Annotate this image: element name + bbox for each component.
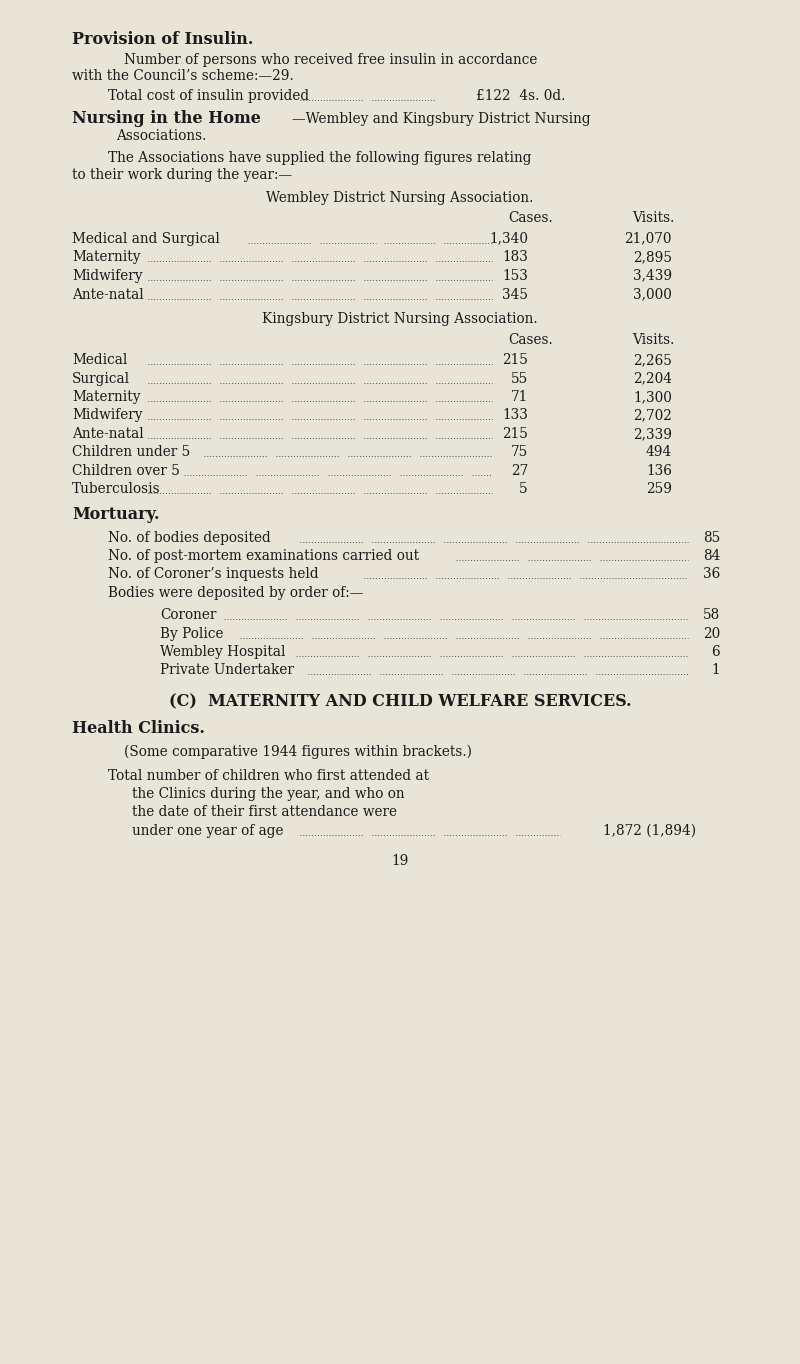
Text: 183: 183	[502, 250, 528, 265]
Text: 2,895: 2,895	[633, 250, 672, 265]
Text: Wembley Hospital: Wembley Hospital	[160, 645, 286, 659]
Text: Midwifery: Midwifery	[72, 269, 142, 282]
Text: 75: 75	[510, 445, 528, 460]
Text: 6: 6	[711, 645, 720, 659]
Text: The Associations have supplied the following figures relating: The Associations have supplied the follo…	[108, 151, 531, 165]
Text: Provision of Insulin.: Provision of Insulin.	[72, 30, 254, 48]
Text: Medical: Medical	[72, 353, 127, 367]
Text: 345: 345	[502, 288, 528, 301]
Text: 2,339: 2,339	[633, 427, 672, 441]
Text: 20: 20	[702, 626, 720, 641]
Text: Tuberculosis: Tuberculosis	[72, 481, 161, 496]
Text: the Clinics during the year, and who on: the Clinics during the year, and who on	[132, 787, 405, 801]
Text: Health Clinics.: Health Clinics.	[72, 720, 205, 737]
Text: 2,265: 2,265	[633, 353, 672, 367]
Text: Surgical: Surgical	[72, 371, 130, 386]
Text: 1: 1	[711, 663, 720, 678]
Text: Ante-natal: Ante-natal	[72, 288, 144, 301]
Text: 2,702: 2,702	[633, 408, 672, 423]
Text: 136: 136	[646, 464, 672, 477]
Text: 5: 5	[519, 481, 528, 496]
Text: Associations.: Associations.	[116, 130, 206, 143]
Text: Coroner: Coroner	[160, 608, 216, 622]
Text: Children under 5: Children under 5	[72, 445, 190, 460]
Text: By Police: By Police	[160, 626, 223, 641]
Text: Children over 5: Children over 5	[72, 464, 180, 477]
Text: 55: 55	[510, 371, 528, 386]
Text: Midwifery: Midwifery	[72, 408, 142, 423]
Text: —Wembley and Kingsbury District Nursing: —Wembley and Kingsbury District Nursing	[292, 112, 590, 127]
Text: (Some comparative 1944 figures within brackets.): (Some comparative 1944 figures within br…	[124, 745, 472, 758]
Text: Visits.: Visits.	[632, 333, 674, 346]
Text: Mortuary.: Mortuary.	[72, 506, 159, 522]
Text: 133: 133	[502, 408, 528, 423]
Text: Kingsbury District Nursing Association.: Kingsbury District Nursing Association.	[262, 312, 538, 326]
Text: 71: 71	[510, 390, 528, 404]
Text: 58: 58	[702, 608, 720, 622]
Text: Wembley District Nursing Association.: Wembley District Nursing Association.	[266, 191, 534, 205]
Text: 1,872 (1,894): 1,872 (1,894)	[603, 824, 696, 837]
Text: No. of bodies deposited: No. of bodies deposited	[108, 531, 270, 544]
Text: 27: 27	[510, 464, 528, 477]
Text: 153: 153	[502, 269, 528, 282]
Text: the date of their first attendance were: the date of their first attendance were	[132, 805, 397, 820]
Text: Maternity: Maternity	[72, 390, 141, 404]
Text: 2,204: 2,204	[633, 371, 672, 386]
Text: Medical and Surgical: Medical and Surgical	[72, 232, 220, 246]
Text: Nursing in the Home: Nursing in the Home	[72, 110, 261, 127]
Text: Cases.: Cases.	[508, 211, 553, 225]
Text: 84: 84	[702, 548, 720, 563]
Text: 494: 494	[646, 445, 672, 460]
Text: 21,070: 21,070	[625, 232, 672, 246]
Text: £122  4s. 0d.: £122 4s. 0d.	[476, 89, 566, 104]
Text: 3,000: 3,000	[633, 288, 672, 301]
Text: Maternity: Maternity	[72, 250, 141, 265]
Text: No. of Coroner’s inquests held: No. of Coroner’s inquests held	[108, 567, 318, 581]
Text: under one year of age: under one year of age	[132, 824, 283, 837]
Text: Total cost of insulin provided: Total cost of insulin provided	[108, 89, 309, 104]
Text: 3,439: 3,439	[633, 269, 672, 282]
Text: Private Undertaker: Private Undertaker	[160, 663, 294, 678]
Text: Ante-natal: Ante-natal	[72, 427, 144, 441]
Text: 36: 36	[702, 567, 720, 581]
Text: to their work during the year:—: to their work during the year:—	[72, 168, 292, 183]
Text: No. of post-mortem examinations carried out: No. of post-mortem examinations carried …	[108, 548, 419, 563]
Text: with the Council’s scheme:—29.: with the Council’s scheme:—29.	[72, 70, 294, 83]
Text: 1,340: 1,340	[489, 232, 528, 246]
Text: Bodies were deposited by order of:—: Bodies were deposited by order of:—	[108, 587, 363, 600]
Text: 1,300: 1,300	[633, 390, 672, 404]
Text: Total number of children who first attended at: Total number of children who first atten…	[108, 768, 429, 783]
Text: 215: 215	[502, 353, 528, 367]
Text: 19: 19	[391, 854, 409, 868]
Text: Cases.: Cases.	[508, 333, 553, 346]
Text: 215: 215	[502, 427, 528, 441]
Text: 85: 85	[702, 531, 720, 544]
Text: Visits.: Visits.	[632, 211, 674, 225]
Text: 259: 259	[646, 481, 672, 496]
Text: (C)  MATERNITY AND CHILD WELFARE SERVICES.: (C) MATERNITY AND CHILD WELFARE SERVICES…	[169, 693, 631, 711]
Text: Number of persons who received free insulin in accordance: Number of persons who received free insu…	[124, 53, 538, 67]
